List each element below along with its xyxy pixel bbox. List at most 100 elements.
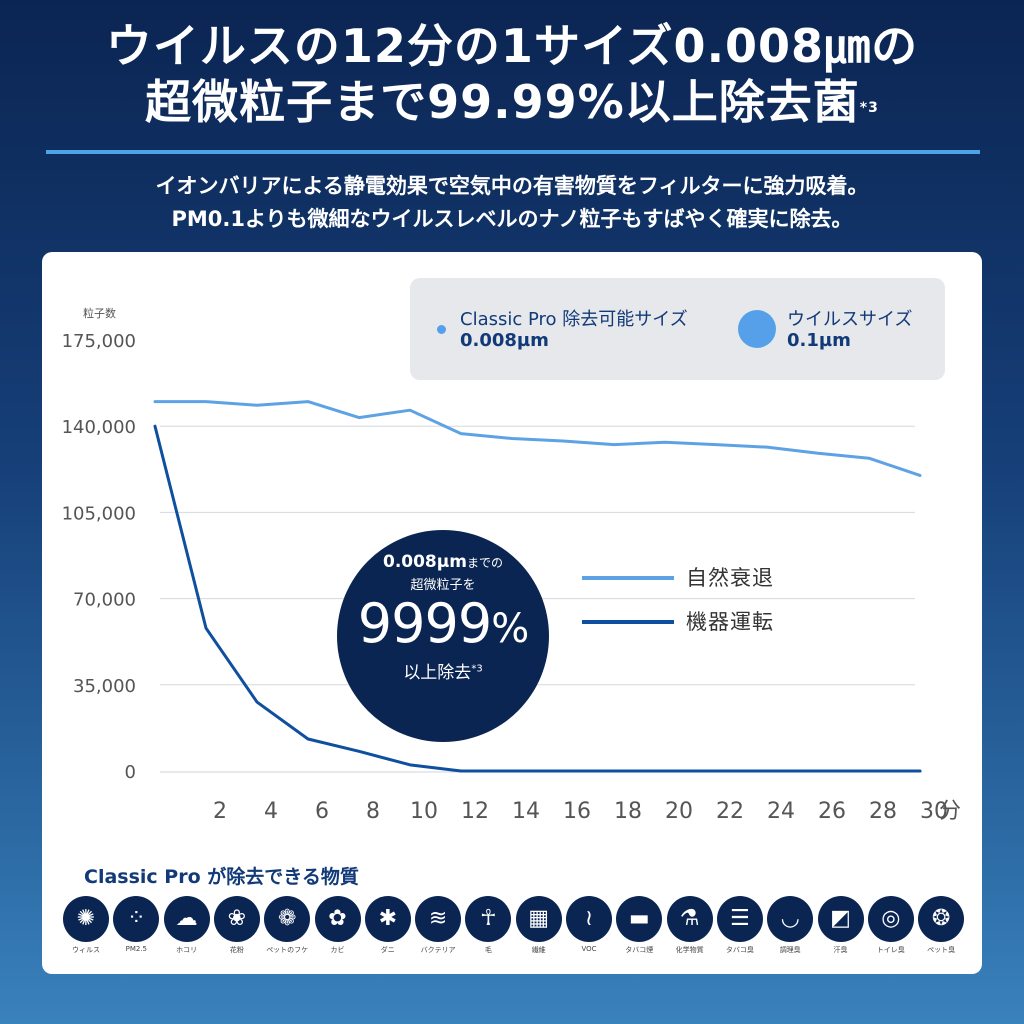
substance-label: 花粉 [229, 946, 244, 954]
badge-line2: 超微粒子を [410, 578, 476, 593]
cigarette-icon: ▬ [616, 896, 663, 942]
headline-line1: ウイルスの12分の1サイズ0.008㎛の [105, 19, 919, 73]
substance-label: タバコ臭 [725, 946, 754, 954]
x-tick-label: 22 [716, 799, 744, 824]
cigarette-smell-icon: ☰ [716, 896, 763, 942]
x-tick-label: 18 [614, 799, 642, 824]
legend-label-device: 機器運転 [686, 610, 774, 634]
series-line-natural [153, 400, 922, 477]
x-tick-label: 4 [264, 799, 278, 824]
x-tick-label: 20 [665, 799, 693, 824]
badge-percent-value: 9999 [357, 592, 492, 655]
substance-item: ✱ ダニ [364, 896, 412, 955]
substance-item: ◩ 汗臭 [817, 896, 865, 955]
substance-label: ペット臭 [927, 946, 956, 954]
headline-line2: 超微粒子まで99.99%以上除去菌*3 [0, 74, 1024, 130]
legend-label-natural: 自然衰退 [686, 566, 774, 590]
icon-glyph: ✱ [378, 906, 398, 931]
substance-label: トイレ臭 [876, 946, 905, 954]
badge-footnote-mark: *3 [471, 663, 483, 675]
substance-label: 化学物質 [675, 946, 704, 954]
badge-line4: 以上除去*3 [337, 658, 549, 683]
x-tick-label: 30 [920, 799, 948, 824]
x-tick-label: 8 [366, 799, 380, 824]
substance-label: 毛 [484, 946, 492, 954]
substance-label: ペットのフケ [266, 946, 309, 954]
substance-item: ◎ トイレ臭 [867, 896, 915, 955]
substance-item: ◡ 調理臭 [766, 896, 814, 955]
badge-line4-text: 以上除去 [403, 663, 472, 683]
badge-percent: 9999% [337, 592, 549, 655]
shirt-icon: ◩ [817, 896, 864, 942]
substance-label: VOC [581, 945, 597, 953]
small-dot-icon [437, 325, 446, 334]
fiber-icon: ▦ [515, 896, 562, 942]
badge-size: 0.008µm [382, 552, 467, 572]
particles-icon: ⁘ [113, 896, 160, 942]
y-tick-label: 140,000 [62, 417, 136, 438]
substance-item: ▬ タバコ煙 [615, 896, 663, 955]
icon-glyph: ▬ [628, 906, 650, 931]
mite-icon: ✱ [364, 896, 411, 942]
flask-icon: ⚗ [666, 896, 713, 942]
voc-icon: ≀ [566, 896, 612, 942]
large-dot-icon [738, 310, 776, 348]
mold-icon: ✿ [314, 896, 361, 942]
legend-line-device [582, 620, 674, 624]
substance-item: ☁ ホコリ [163, 896, 211, 955]
substance-label: 繊維 [531, 946, 546, 954]
subheadline-line1: イオンバリアによる静電効果で空気中の有害物質をフィルターに強力吸着。 [155, 174, 869, 198]
x-tick-label: 2 [213, 799, 227, 824]
substance-item: ≋ バクテリア [414, 896, 462, 955]
substance-item: ❀ 花粉 [213, 896, 261, 955]
substance-item: ❂ ペット臭 [917, 896, 965, 955]
substance-label: カビ [330, 946, 345, 954]
y-tick-label: 0 [125, 762, 136, 783]
icon-glyph: ✺ [76, 906, 96, 931]
subheadline-line2: PM0.1よりも微細なウイルスレベルのナノ粒子もすばやく確実に除去。 [171, 207, 853, 231]
bacteria-icon: ≋ [415, 896, 462, 942]
size-legend-label-2: ウイルスサイズ [787, 309, 913, 330]
substance-label: 汗臭 [833, 946, 848, 954]
icon-glyph: ☁ [175, 906, 198, 931]
icon-glyph: ☥ [480, 906, 497, 931]
icon-glyph: ◎ [881, 906, 901, 931]
x-tick-label: 10 [410, 799, 438, 824]
badge-percent-sign: % [491, 606, 529, 652]
x-tick-label: 16 [563, 799, 591, 824]
icon-glyph: ◡ [780, 906, 800, 931]
icon-glyph: ≋ [428, 906, 448, 931]
substance-label: PM2.5 [125, 945, 147, 953]
substance-item: ✿ カビ [314, 896, 362, 955]
paw-icon: ❁ [264, 896, 311, 942]
y-axis-label: 粒子数 [83, 306, 116, 320]
substance-label: バクテリア [420, 946, 456, 954]
x-tick-label: 12 [461, 799, 489, 824]
substances-title: Classic Pro が除去できる物質 [84, 866, 359, 888]
icon-glyph: ❁ [277, 906, 297, 931]
divider [46, 150, 980, 154]
icon-glyph: ❂ [931, 906, 951, 931]
y-tick-label: 175,000 [62, 331, 136, 352]
icon-glyph: ≀ [584, 906, 594, 931]
substance-label: ウィルス [72, 946, 100, 954]
hair-icon: ☥ [465, 896, 512, 942]
x-tick-label: 24 [767, 799, 795, 824]
icon-glyph: ⁘ [127, 906, 146, 931]
pet-smell-icon: ❂ [918, 896, 965, 942]
removal-badge: 0.008µmまでの 超微粒子を 9999% 以上除去*3 [337, 530, 549, 742]
x-tick-label: 28 [869, 799, 897, 824]
size-legend-value-1: 0.008µm [460, 330, 549, 351]
substance-label: ホコリ [176, 946, 198, 954]
y-tick-label: 35,000 [73, 676, 136, 697]
substance-icons: ✺ ウィルス ⁘ PM2.5 ☁ ホコリ ❀ 花粉 ❁ ペットのフケ ✿ カビ ✱ ダニ ≋ バクテリア ☥ 毛 ▦… [62, 896, 967, 962]
headline-line2-text: 超微粒子まで99.99%以上除去菌 [145, 75, 860, 129]
substance-label: タバコ煙 [625, 946, 654, 954]
y-tick-label: 105,000 [62, 503, 136, 524]
icon-glyph: ◩ [830, 906, 851, 931]
x-tick-label: 26 [818, 799, 846, 824]
icon-glyph: ☰ [730, 906, 750, 931]
y-tick-label: 70,000 [73, 590, 136, 611]
substance-item: ▦ 繊維 [515, 896, 563, 955]
